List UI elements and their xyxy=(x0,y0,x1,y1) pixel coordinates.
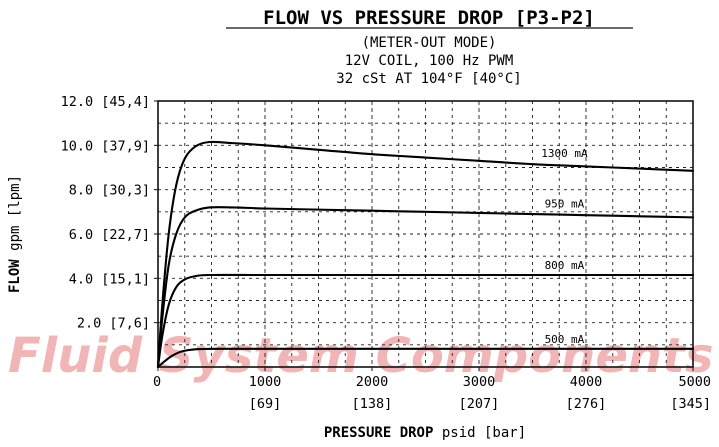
x-tick-sublabel: [345] xyxy=(670,396,711,412)
series-line-1300-ma xyxy=(156,140,695,369)
x-tick-sublabel: [276] xyxy=(566,396,607,412)
x-tick-label: 3000 xyxy=(463,374,496,390)
x-tick-label: 1000 xyxy=(249,374,282,390)
x-axis-label-unit: psid [bar] xyxy=(433,425,526,441)
y-tick-labels: 2.0 [7,6] 4.0 [15,1] 6.0 [22,7] 8.0 [30,3] 1… xyxy=(61,94,158,332)
subtitle-mode: (METER-OUT MODE) xyxy=(362,35,497,51)
x-tick-sublabel: [207] xyxy=(459,396,500,412)
series-label-950-ma: 950 mA xyxy=(545,198,585,211)
x-tick-label: 2000 xyxy=(356,374,389,390)
series-lines: 1300 mA 950 mA 800 mA 500 mA xyxy=(156,140,695,369)
y-tick-label: 8.0 [30,3] xyxy=(69,183,150,199)
x-tick-sublabel: [69] xyxy=(249,396,282,412)
watermark-text: Fluid System Components xyxy=(8,328,714,384)
y-tick-label: 10.0 [37,9] xyxy=(61,138,150,154)
series-line-500-ma xyxy=(156,347,695,369)
y-tick-label: 2.0 [7,6] xyxy=(77,316,150,332)
series-label-500-ma: 500 mA xyxy=(545,333,585,346)
y-axis-label-bold: FLOW xyxy=(7,259,23,293)
y-axis-label-unit: gpm [lpm] xyxy=(7,175,23,259)
x-tick-label: 0 xyxy=(153,374,161,390)
x-axis-label: PRESSURE DROP psid [bar] xyxy=(324,425,526,441)
series-label-800-ma: 800 mA xyxy=(545,259,585,272)
watermark-logo: Fluid System Components xyxy=(8,328,714,384)
chart-title: FLOW VS PRESSURE DROP [P3-P2] xyxy=(263,7,595,29)
x-tick-label: 5000 xyxy=(678,374,711,390)
y-axis-label: FLOW gpm [lpm] xyxy=(7,175,23,293)
y-tick-label: 12.0 [45,4] xyxy=(61,94,150,110)
x-tick-sublabel: [138] xyxy=(352,396,393,412)
y-tick-label: 6.0 [22,7] xyxy=(69,227,150,243)
y-tick-label: 4.0 [15,1] xyxy=(69,271,150,287)
series-line-950-ma xyxy=(156,206,695,369)
series-line-800-ma xyxy=(156,273,695,369)
series-label-1300-ma: 1300 mA xyxy=(541,147,588,160)
subtitle-coil: 12V COIL, 100 Hz PWM xyxy=(345,53,514,69)
x-tick-label: 4000 xyxy=(570,374,603,390)
x-axis-label-bold: PRESSURE DROP xyxy=(324,425,434,441)
x-tick-labels: 0 1000 [69] 2000 [138] 3000 [207] 4000 [276] 5000… xyxy=(153,367,711,412)
grid-lines xyxy=(158,101,693,367)
subtitle-viscosity: 32 cSt AT 104°F [40°C] xyxy=(336,71,521,87)
